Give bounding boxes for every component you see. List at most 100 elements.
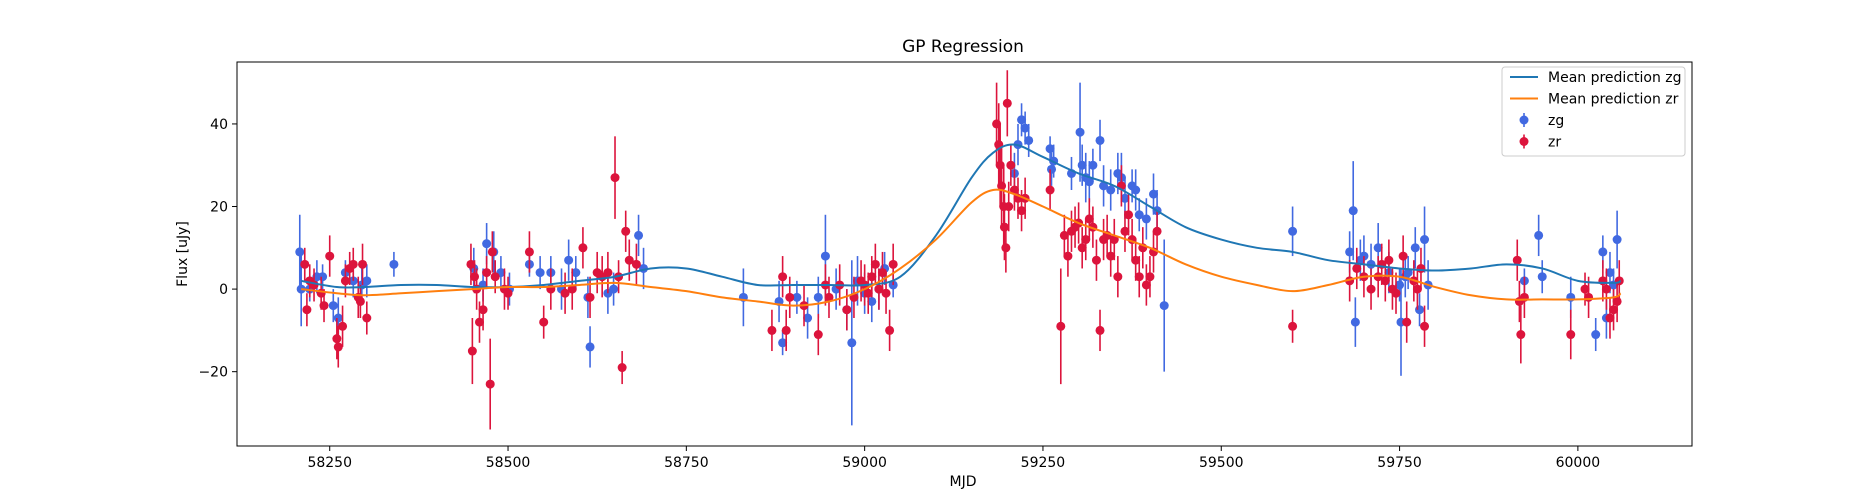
legend: Mean prediction zg Mean prediction zr zg zr: [1501, 66, 1686, 157]
point-zr-75: [1006, 160, 1016, 170]
point-zr-16: [362, 313, 372, 323]
point-zr-71: [999, 222, 1009, 232]
point-zr-5: [319, 301, 329, 311]
point-zr-99: [1120, 226, 1130, 236]
x-tick-label-58250: 58250: [307, 455, 352, 471]
y-axis-label: Flux [uJy]: [175, 221, 191, 287]
point-zg-48: [1017, 115, 1027, 125]
legend-label-3: zr: [1548, 135, 1561, 151]
y-tick-label-0: 0: [219, 282, 228, 298]
point-zr-64: [885, 325, 895, 335]
point-zr-8: [333, 342, 343, 352]
legend-swatch-2: [1519, 115, 1529, 125]
point-zr-89: [1084, 214, 1094, 224]
point-zg-91: [1534, 230, 1544, 240]
point-zr-63: [881, 288, 891, 298]
point-zr-54: [842, 305, 852, 315]
point-zg-25: [585, 342, 595, 352]
point-zr-91: [1091, 255, 1101, 265]
point-zg-69: [1141, 214, 1151, 224]
x-tick-label-58500: 58500: [486, 455, 531, 471]
point-zg-0: [295, 247, 305, 257]
point-zg-74: [1345, 247, 1355, 257]
point-zr-25: [487, 247, 497, 257]
point-zr-62: [877, 268, 887, 278]
x-tick-label-60000: 60000: [1556, 455, 1601, 471]
point-zr-72: [1001, 243, 1011, 253]
point-zr-15: [358, 259, 368, 269]
point-zr-131: [1580, 284, 1590, 294]
point-zr-87: [1077, 243, 1087, 253]
point-zg-75: [1348, 206, 1358, 216]
point-zg-67: [1131, 185, 1141, 195]
point-zr-7: [332, 334, 342, 344]
point-zr-68: [995, 160, 1005, 170]
x-axis-ticks: 58250 58500 58750 59000 59250 59500 59750 60000: [307, 446, 1600, 471]
legend-box: [1501, 66, 1686, 157]
point-zg-87: [1415, 305, 1425, 315]
point-zr-58: [863, 288, 873, 298]
point-zr-100: [1124, 210, 1134, 220]
point-zr-132: [1584, 292, 1594, 302]
point-zr-24: [485, 379, 495, 389]
point-zr-22: [478, 305, 488, 315]
point-zg-5: [328, 301, 338, 311]
point-zr-38: [603, 268, 613, 278]
point-zr-106: [1145, 272, 1155, 282]
point-zr-6: [325, 251, 335, 261]
point-zg-92: [1537, 272, 1547, 282]
point-zr-83: [1063, 251, 1073, 261]
point-zr-30: [539, 317, 549, 327]
point-zr-111: [1352, 263, 1362, 273]
point-zg-27: [609, 284, 619, 294]
point-zr-116: [1380, 276, 1390, 286]
point-zr-23: [482, 268, 492, 278]
legend-label-0: Mean prediction zg: [1548, 70, 1682, 86]
point-zr-80: [1045, 185, 1055, 195]
point-zr-128: [1516, 330, 1526, 340]
point-zg-33: [792, 292, 802, 302]
point-zg-34: [803, 313, 813, 323]
y-tick-label-20: 20: [210, 200, 228, 216]
point-zr-105: [1141, 280, 1151, 290]
point-zr-95: [1106, 251, 1116, 261]
x-tick-label-59750: 59750: [1377, 455, 1422, 471]
point-zr-61: [874, 284, 884, 294]
point-zg-80: [1373, 243, 1383, 253]
point-zg-4: [318, 272, 328, 282]
point-zg-73: [1288, 226, 1298, 236]
point-zg-11: [389, 259, 399, 269]
x-tick-label-58750: 58750: [664, 455, 709, 471]
point-zr-12: [348, 259, 358, 269]
y-tick-label-40: 40: [210, 117, 228, 133]
point-zg-49: [1020, 123, 1030, 133]
point-zr-109: [1288, 321, 1298, 331]
plot-frame: [236, 61, 1693, 447]
point-zg-62: [1106, 185, 1116, 195]
point-zr-121: [1402, 317, 1412, 327]
point-zg-51: [1045, 144, 1055, 154]
point-zr-46: [778, 272, 788, 282]
point-zr-117: [1384, 255, 1394, 265]
point-zg-39: [847, 338, 857, 348]
point-zr-81: [1056, 321, 1066, 331]
point-zr-34: [578, 243, 588, 253]
point-zg-42: [867, 296, 877, 306]
point-zg-55: [1075, 127, 1085, 137]
point-zr-103: [1134, 272, 1144, 282]
point-zr-39: [610, 173, 620, 183]
legend-label-2: zg: [1548, 113, 1564, 129]
point-zr-97: [1113, 272, 1123, 282]
point-zg-60: [1095, 135, 1105, 145]
point-zr-21: [475, 317, 484, 327]
x-axis-label: MJD: [950, 474, 977, 490]
point-zg-68: [1134, 210, 1144, 220]
point-zg-19: [535, 268, 545, 278]
point-zg-88: [1420, 235, 1430, 245]
point-zg-36: [820, 251, 830, 261]
legend-label-1: Mean prediction zr: [1548, 92, 1679, 108]
point-zr-33: [567, 284, 577, 294]
point-zg-32: [778, 338, 788, 348]
point-zr-44: [631, 259, 641, 269]
